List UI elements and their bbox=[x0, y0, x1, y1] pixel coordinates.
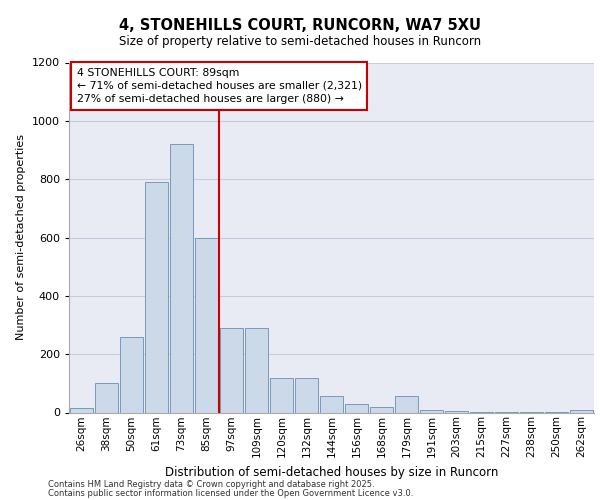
Bar bbox=[95, 384, 118, 412]
Bar bbox=[445, 411, 468, 412]
Bar bbox=[570, 410, 593, 412]
Bar bbox=[345, 404, 368, 412]
Text: Contains public sector information licensed under the Open Government Licence v3: Contains public sector information licen… bbox=[48, 488, 413, 498]
Bar bbox=[420, 410, 443, 412]
Bar bbox=[370, 406, 393, 412]
Bar bbox=[220, 328, 243, 412]
Bar bbox=[395, 396, 418, 412]
Text: 4 STONEHILLS COURT: 89sqm
← 71% of semi-detached houses are smaller (2,321)
27% : 4 STONEHILLS COURT: 89sqm ← 71% of semi-… bbox=[77, 68, 362, 104]
Text: Size of property relative to semi-detached houses in Runcorn: Size of property relative to semi-detach… bbox=[119, 35, 481, 48]
Bar bbox=[270, 378, 293, 412]
Bar bbox=[170, 144, 193, 412]
X-axis label: Distribution of semi-detached houses by size in Runcorn: Distribution of semi-detached houses by … bbox=[165, 466, 498, 478]
Text: 4, STONEHILLS COURT, RUNCORN, WA7 5XU: 4, STONEHILLS COURT, RUNCORN, WA7 5XU bbox=[119, 18, 481, 32]
Bar bbox=[195, 238, 218, 412]
Text: Contains HM Land Registry data © Crown copyright and database right 2025.: Contains HM Land Registry data © Crown c… bbox=[48, 480, 374, 489]
Bar bbox=[120, 336, 143, 412]
Y-axis label: Number of semi-detached properties: Number of semi-detached properties bbox=[16, 134, 26, 340]
Bar bbox=[70, 408, 93, 412]
Bar bbox=[145, 182, 168, 412]
Bar bbox=[295, 378, 318, 412]
Bar bbox=[245, 328, 268, 412]
Bar bbox=[320, 396, 343, 412]
